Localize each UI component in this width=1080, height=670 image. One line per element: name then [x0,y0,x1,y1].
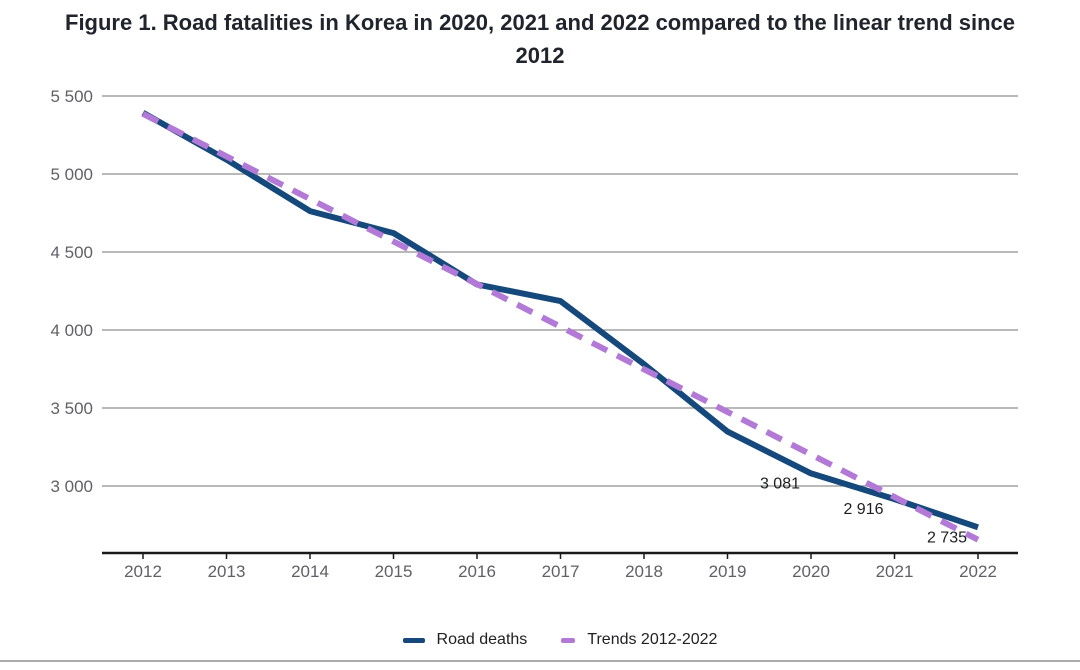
x-axis-tick-label: 2019 [709,562,747,581]
x-axis-tick-label: 2014 [291,562,329,581]
x-axis-tick-label: 2015 [375,562,413,581]
road-fatalities-line-chart: 5 500 5 000 4 500 4 000 3 500 3 000 2012 2013 20… [50,87,1018,581]
y-axis-tick-label: 5 000 [50,165,93,184]
data-label: 3 081 [760,475,800,492]
figure-title-line1: Figure 1. Road fatalities in Korea in 20… [65,10,1015,35]
figure-title: Figure 1. Road fatalities in Korea in 20… [0,6,1080,72]
y-axis-tick-label: 4 500 [50,243,93,262]
legend-item-road-deaths: Road deaths [402,631,528,649]
page-bottom-divider [0,660,1080,662]
y-axis-tick-label: 3 500 [50,399,93,418]
x-axis-tick-label: 2012 [124,562,162,581]
figure-title-line2: 2012 [515,43,565,68]
road-deaths-line [141,110,979,531]
x-axis-tick-label: 2016 [458,562,496,581]
data-label: 2 735 [927,529,967,546]
x-axis-tick-label: 2018 [625,562,663,581]
trend-line-swatch-icon [561,637,576,643]
x-axis-tick-label: 2020 [792,562,830,581]
legend-label-trends: Trends 2012-2022 [587,631,718,648]
y-axis-tick-label: 3 000 [50,477,93,496]
legend-item-trends: Trends 2012-2022 [561,631,717,649]
y-axis-tick-label: 5 500 [50,87,93,106]
y-axis-tick-label: 4 000 [50,321,93,340]
x-axis-tick-label: 2017 [542,562,580,581]
road-deaths-line-swatch-icon [402,637,425,643]
x-axis-tick-label: 2021 [876,562,914,581]
data-label: 2 916 [843,501,883,518]
x-axis-tick-label: 2022 [959,562,997,581]
trend-line [141,111,980,543]
legend-label-road-deaths: Road deaths [436,631,528,648]
chart-legend: Road deaths Trends 2012-2022 [102,631,1018,649]
x-axis-tick-label: 2013 [208,562,246,581]
